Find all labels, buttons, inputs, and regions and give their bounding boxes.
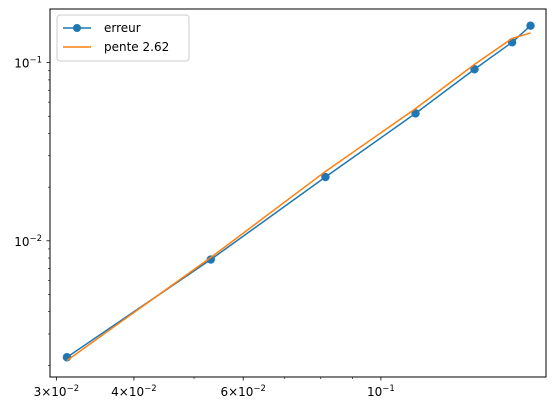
x-tick-label-exponent: −2 xyxy=(253,384,266,394)
x-tick-label-exponent: −2 xyxy=(144,384,157,394)
legend-label-erreur: erreur xyxy=(104,21,141,35)
x-tick-label: 4×10−2 xyxy=(111,384,157,399)
axes: 3×10−2 4×10−2 6×10−2 10−110−210−1 xyxy=(14,56,395,399)
plot-area xyxy=(62,21,535,362)
legend-label-pente: pente 2.62 xyxy=(104,40,169,54)
legend-marker-erreur xyxy=(73,24,81,32)
x-tick-label-base: 3×10 xyxy=(34,385,67,399)
y-tick-label-exponent: −2 xyxy=(29,234,42,244)
data-point-erreur xyxy=(206,255,215,264)
y-tick-label-base: 10 xyxy=(14,57,29,71)
x-tick-label-base: 6×10 xyxy=(220,385,253,399)
data-point-erreur xyxy=(321,172,330,182)
data-point-erreur xyxy=(526,21,535,30)
y-tick-label-exponent: −1 xyxy=(29,56,42,66)
series-line-pente-2-62 xyxy=(66,32,531,362)
x-tick-label-exponent: −1 xyxy=(382,384,395,394)
y-tick-label: 10−2 xyxy=(14,234,42,249)
x-tick-label: 10−1 xyxy=(367,384,395,399)
x-tick-label-base: 10 xyxy=(367,385,382,399)
y-tick-label: 10−1 xyxy=(14,56,42,71)
x-tick-label-exponent: −2 xyxy=(67,384,80,394)
data-point-erreur xyxy=(470,65,479,74)
data-point-erreur xyxy=(411,109,420,118)
legend: erreur pente 2.62 xyxy=(56,14,190,62)
y-tick-label-base: 10 xyxy=(14,235,29,249)
axes-frame xyxy=(49,8,547,378)
x-tick-label: 3×10−2 xyxy=(34,384,79,399)
legend-box xyxy=(56,14,190,62)
x-tick-label: 6×10−2 xyxy=(220,384,266,399)
x-tick-label-base: 4×10 xyxy=(111,385,144,399)
